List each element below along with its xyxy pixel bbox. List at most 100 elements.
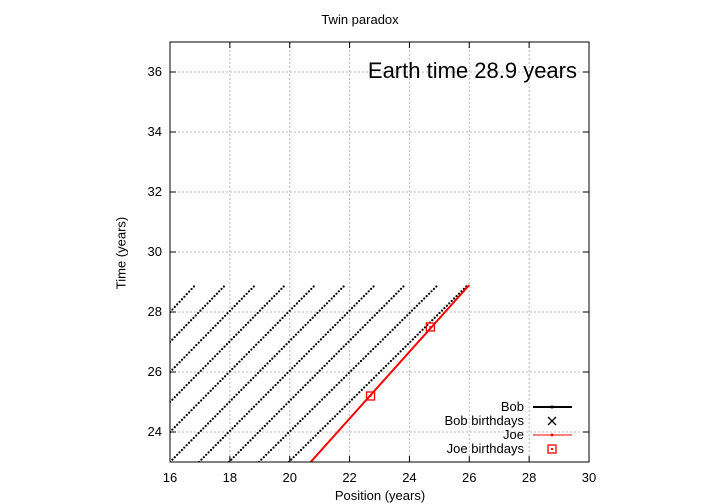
bob-point xyxy=(346,311,349,315)
bob-point xyxy=(222,285,225,288)
bob-point xyxy=(274,383,277,387)
bob-point xyxy=(337,290,340,293)
bob-point xyxy=(171,338,174,341)
bob-point xyxy=(178,421,181,424)
bob-point xyxy=(314,434,317,437)
bob-point xyxy=(214,324,217,327)
bob-point xyxy=(185,444,188,447)
bob-point xyxy=(238,300,241,303)
bob-point xyxy=(171,308,174,311)
bob-point xyxy=(309,319,312,322)
bob-point xyxy=(211,357,214,360)
bob-point xyxy=(313,314,317,317)
bob-point xyxy=(325,393,329,396)
bob-point xyxy=(378,309,381,312)
bob-point xyxy=(457,292,461,295)
bob-point xyxy=(316,432,320,435)
bob-point xyxy=(338,410,341,413)
bob-point xyxy=(448,302,451,305)
bob-point xyxy=(204,304,207,307)
bob-worldline xyxy=(170,285,345,462)
bob-point xyxy=(183,416,186,419)
bob-point xyxy=(374,345,377,348)
bob-point xyxy=(214,444,217,447)
bob-point xyxy=(240,388,243,391)
bob-point xyxy=(266,302,269,305)
bob-point xyxy=(267,451,270,454)
bob-point xyxy=(238,420,241,423)
bob-point xyxy=(433,316,436,319)
bob-point xyxy=(343,314,346,317)
bob-point xyxy=(373,314,376,317)
bob-point xyxy=(256,371,260,375)
bob-point xyxy=(277,441,280,444)
bob-point xyxy=(201,307,204,310)
bob-point xyxy=(369,350,372,353)
bob-point xyxy=(325,362,329,365)
bob-point xyxy=(237,451,240,454)
bob-point xyxy=(230,338,233,341)
bob-point xyxy=(277,290,281,293)
bob-point xyxy=(313,405,316,408)
joe-line xyxy=(309,284,471,462)
bob-point xyxy=(419,331,422,334)
bob-point xyxy=(267,391,270,394)
bob-point xyxy=(183,295,186,298)
bob-point xyxy=(286,312,289,315)
bob-worldline xyxy=(197,285,375,462)
bob-point xyxy=(261,367,264,370)
bob-point xyxy=(323,364,326,367)
bob-point xyxy=(233,395,236,399)
bob-point xyxy=(235,333,238,336)
bob-point xyxy=(294,333,298,336)
bob-point xyxy=(323,304,326,307)
bob-point xyxy=(279,379,282,382)
bob-point xyxy=(326,422,329,425)
bob-point xyxy=(365,292,368,295)
bob-point xyxy=(230,398,233,401)
bob-point xyxy=(275,412,278,416)
bob-point xyxy=(402,285,405,288)
bob-point xyxy=(298,359,301,363)
bob-point xyxy=(216,382,219,385)
bob-point xyxy=(209,359,212,363)
bob-point xyxy=(202,396,205,400)
y-tick-label: 32 xyxy=(148,184,162,199)
bob-point xyxy=(392,357,395,360)
bob-point xyxy=(242,446,245,449)
bob-worldline xyxy=(227,285,405,462)
bob-point xyxy=(338,319,342,322)
bob-point xyxy=(366,321,369,324)
bob-point xyxy=(312,436,315,440)
bob-point xyxy=(232,456,235,459)
bob-point xyxy=(303,415,307,418)
x-tick-label: 24 xyxy=(402,470,416,485)
bob-point xyxy=(299,388,302,391)
bob-point xyxy=(287,400,290,403)
bob-point xyxy=(367,290,370,293)
legend-label: Bob birthdays xyxy=(445,413,525,428)
bob-point xyxy=(238,360,241,363)
bob-point xyxy=(214,415,217,418)
x-axis-label: Position (years) xyxy=(334,488,426,503)
bob-point xyxy=(348,309,351,312)
bob-point xyxy=(330,357,333,360)
bob-point xyxy=(182,326,186,329)
bob-point xyxy=(285,343,288,346)
bob-point xyxy=(230,458,233,461)
bob-point xyxy=(183,356,186,359)
bob-point xyxy=(209,420,212,423)
bob-point xyxy=(306,381,309,384)
y-tick-label: 28 xyxy=(148,304,162,319)
bob-point xyxy=(251,316,255,319)
bob-point xyxy=(401,319,404,322)
joe-birthday-marker xyxy=(365,391,376,401)
bob-point xyxy=(255,343,258,346)
bob-point xyxy=(207,331,210,335)
bob-point xyxy=(443,307,446,310)
bob-point xyxy=(391,328,394,331)
bob-point xyxy=(311,376,314,379)
bob-point xyxy=(331,417,334,420)
bob-point xyxy=(209,329,212,332)
bob-point xyxy=(189,319,193,322)
